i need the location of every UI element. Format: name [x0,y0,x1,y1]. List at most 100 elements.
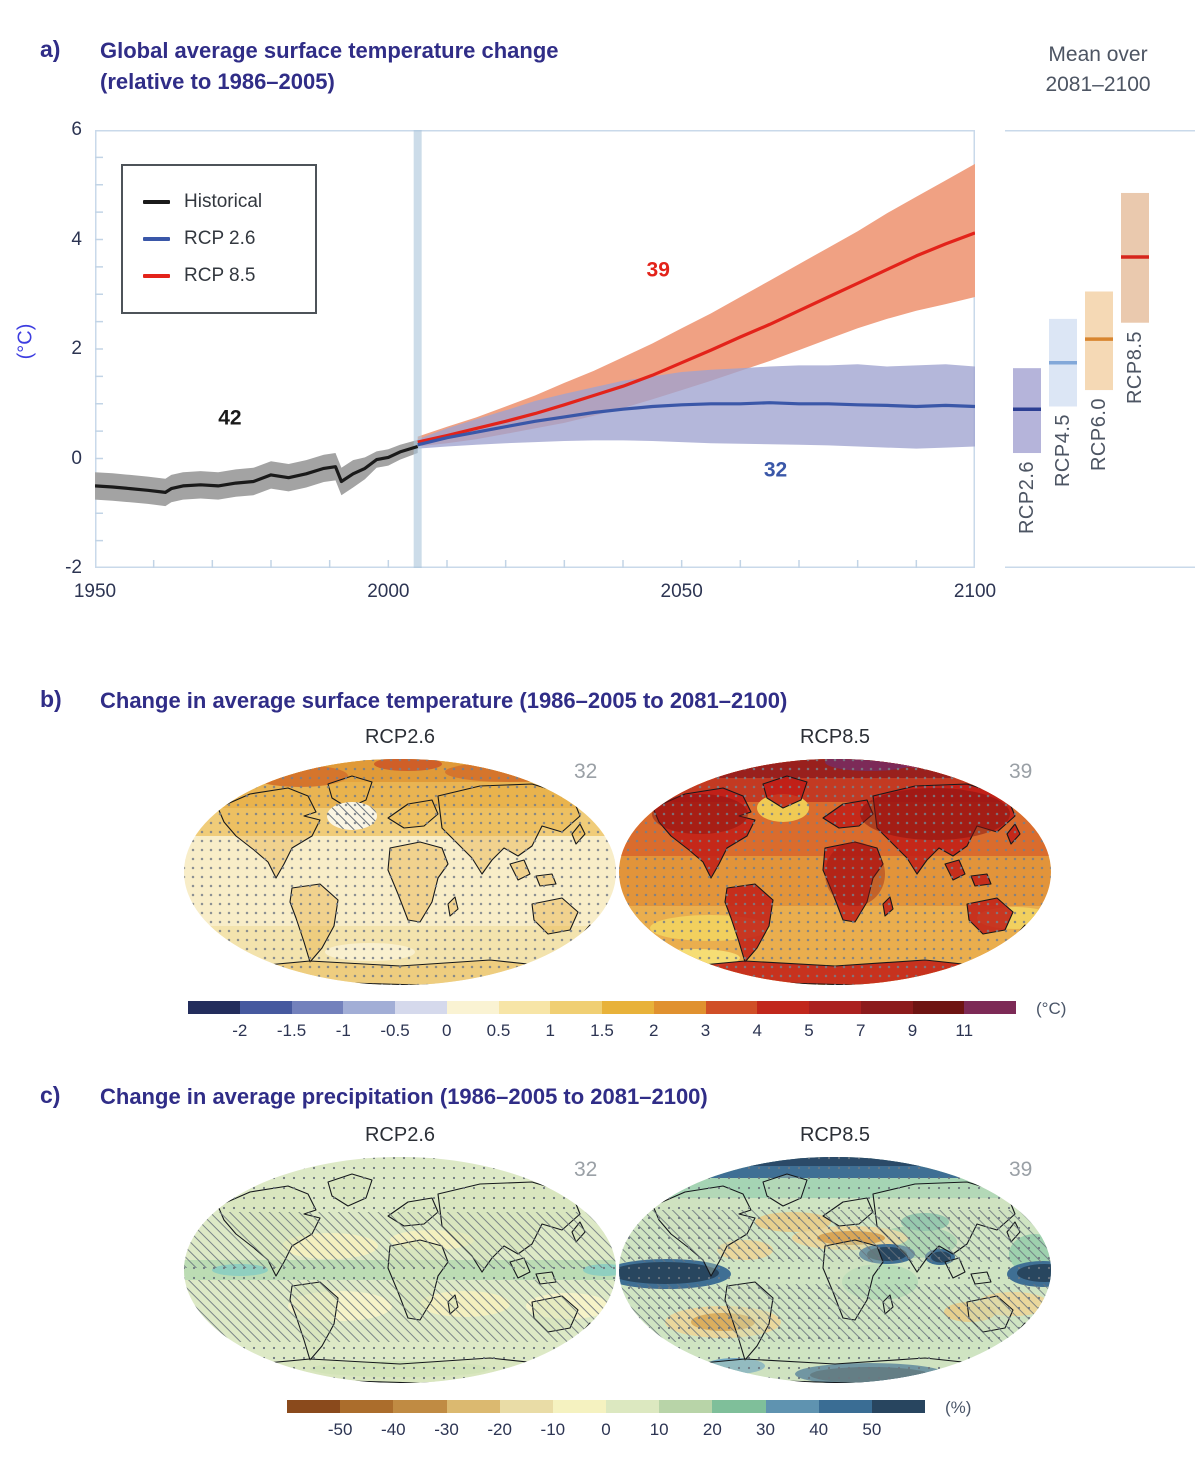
temperature-colorbar-unit: (°C) [1036,999,1067,1018]
colorbar-segment [188,1001,240,1014]
colorbar-tick-label: -2 [232,1021,248,1040]
colorbar-tick-label: 1.5 [590,1021,614,1040]
map-precipitation-rcp26 [184,1157,616,1383]
colorbar-segment [912,1001,965,1014]
colorbar-segment [287,1400,341,1413]
legend-item-label: Historical [184,191,263,212]
map-b2-subtitle: RCP8.5 [799,726,871,748]
x-tick-label: 2050 [660,581,703,602]
panel-b-title: Change in average surface temperature (1… [100,688,788,713]
y-tick-label: 4 [71,228,82,250]
colorbar-segment [393,1400,447,1413]
precipitation-colorbar-unit: (%) [945,1398,972,1417]
map-c2-subtitle: RCP8.5 [799,1124,871,1146]
rcp-bar-label: RCP6.0 [1088,398,1110,472]
colorbar-tick-label: 10 [649,1420,669,1439]
legend-line-swatch [143,274,170,278]
map-temperature-rcp26 [184,759,616,985]
panel-a-title: Global average surface temperature chang… [100,36,820,98]
panel-b-label: b) [40,686,62,712]
colorbar-segment [498,1001,551,1014]
legend-item: Historical [143,191,315,213]
colorbar-tick-label: -30 [434,1420,459,1439]
legend-line-swatch [143,237,170,241]
colorbar-segment [446,1400,500,1413]
colorbar-segment [757,1001,809,1014]
map-b1-model-count: 32 [574,760,598,783]
colorbar-tick-label: 2 [649,1021,659,1040]
colorbar-segment [550,1001,602,1014]
mean-over-line1: Mean over [1048,43,1148,66]
colorbar-tick-label: 20 [702,1420,722,1439]
colorbar-segment [395,1001,447,1014]
legend-item: RCP 8.5 [143,265,315,287]
chart-annotation-39: 39 [647,259,670,282]
colorbar-tick-label: -10 [540,1420,566,1439]
x-tick-label: 2100 [953,581,997,602]
x-tick-label: 1950 [73,581,117,602]
colorbar-tick-label: 1 [545,1021,555,1040]
colorbar-segment [860,1001,913,1014]
panel-a-title-line2: (relative to 1986–2005) [100,68,335,94]
x-tick-label: 2000 [367,581,410,602]
colorbar-segment [446,1001,499,1014]
temperature-colorbar-labels: -2 -1.5 -1 -0.5 0 0.5 1 1.5 2 3 4 5 7 9 11 [188,1021,1016,1043]
colorbar-segment [705,1001,758,1014]
mean-bars-panel [1005,130,1195,568]
colorbar-segment [606,1400,660,1413]
chart-annotation-32: 32 [764,459,787,482]
mean-over-line2: 2081–2100 [1045,73,1151,97]
legend-item-label: RCP 8.5 [184,265,256,286]
colorbar-segment [659,1400,713,1413]
precipitation-colorbar-labels: -50 -40 -30 -20 -10 0 10 20 30 40 50 [287,1420,925,1442]
colorbar-tick-label: 0.5 [486,1021,511,1040]
colorbar-segment [499,1400,553,1413]
colorbar-segment [712,1400,766,1413]
colorbar-tick-label: 30 [756,1420,775,1439]
temperature-colorbar [188,1001,1016,1014]
colorbar-tick-label: 0 [601,1420,611,1439]
colorbar-tick-label: 4 [752,1021,762,1040]
y-tick-label: 6 [71,119,82,140]
y-tick-label: -2 [65,557,82,578]
colorbar-tick-label: -50 [327,1420,353,1439]
rcp-bar-label: RCP4.5 [1052,414,1074,488]
colorbar-tick-label: -1.5 [276,1021,307,1040]
colorbar-tick-label: 40 [809,1420,829,1439]
colorbar-tick-label: -20 [487,1420,512,1439]
chart-legend: Historical RCP 2.6 RCP 8.5 [121,164,317,314]
colorbar-segment [343,1001,395,1014]
colorbar-segment [653,1001,706,1014]
legend-item: RCP 2.6 [143,228,315,250]
colorbar-segment [602,1001,654,1014]
colorbar-tick-label: 0 [442,1021,452,1040]
colorbar-segment [291,1001,344,1014]
precipitation-colorbar [287,1400,926,1413]
y-tick-label: 0 [71,447,82,469]
panel-a-label: a) [40,36,61,62]
colorbar-segment [552,1400,607,1413]
rcp-bar-label: RCP8.5 [1124,330,1146,404]
y-axis-label: (°C) [14,323,37,360]
colorbar-segment [871,1400,926,1413]
panel-c-title: Change in average precipitation (1986–20… [100,1084,708,1109]
map-temperature-rcp85 [619,759,1051,985]
colorbar-tick-label: -1 [335,1021,351,1040]
colorbar-segment [964,1001,1016,1014]
legend-item-label: RCP 2.6 [184,228,256,249]
legend-line-swatch [143,200,170,204]
colorbar-tick-label: 11 [955,1021,974,1040]
colorbar-segment [765,1400,819,1413]
colorbar-tick-label: 3 [700,1021,711,1040]
map-precipitation-rcp85 [619,1157,1051,1383]
panel-a-title-line1: Global average surface temperature chang… [100,38,559,63]
map-b1-subtitle: RCP2.6 [364,726,436,748]
colorbar-segment [818,1400,872,1413]
colorbar-segment [809,1001,861,1014]
mean-over-heading: Mean over 2081–2100 [1000,40,1196,101]
colorbar-tick-label: 7 [856,1021,866,1040]
y-tick-label: 2 [71,338,82,359]
map-c2-model-count: 39 [1009,1158,1033,1181]
chart-annotation-42: 42 [218,407,241,430]
